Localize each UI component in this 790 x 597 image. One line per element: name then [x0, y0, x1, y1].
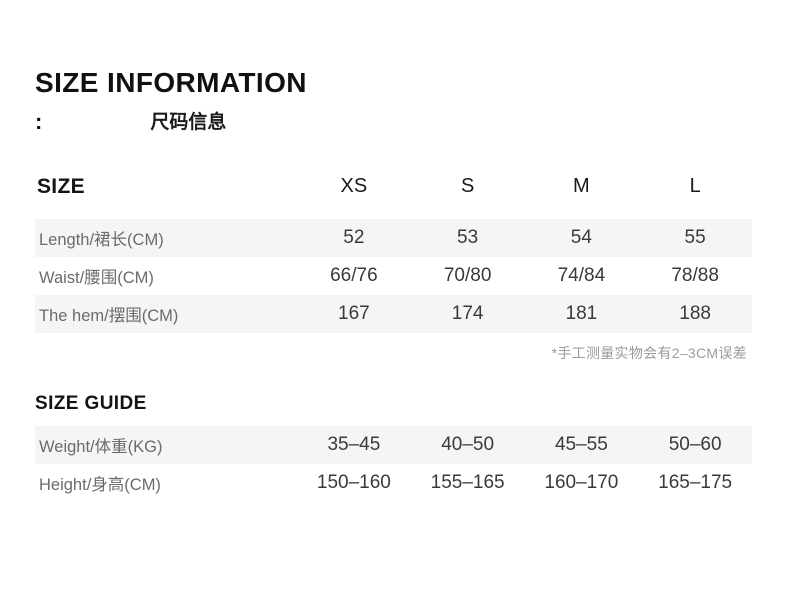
cell-value: 188 [679, 302, 711, 324]
row-label: Length/裙长(CM) [39, 230, 164, 249]
subtitle-colon: : [35, 108, 43, 134]
cell-value: 167 [338, 302, 370, 324]
table-row-waist: Waist/腰围(CM) 66/76 70/80 74/84 78/88 [35, 256, 752, 295]
subtitle-chinese: 尺码信息 [150, 111, 227, 133]
size-table: SIZE XS S M L Length/裙长(CM) 52 53 54 55 … [35, 164, 752, 333]
cell-value: 70/80 [443, 264, 492, 286]
cell-value: 53 [457, 226, 479, 248]
cell-value: 66/76 [330, 264, 378, 286]
cell-value: 52 [343, 226, 365, 248]
row-label: Waist/腰围(CM) [39, 268, 154, 287]
subtitle-row: : 尺码信息 [35, 108, 752, 137]
size-table-header-row: SIZE XS S M L [35, 164, 752, 209]
content-area: SIZE INFORMATION : 尺码信息 SIZE XS S M L Le… [0, 67, 790, 502]
cell-value: 155–165 [430, 471, 505, 493]
header-m: M [573, 175, 590, 198]
cell-value: 78/88 [671, 264, 719, 286]
table-row-height: Height/身高(CM) 150–160 155–165 160–170 16… [35, 463, 752, 502]
size-guide-table: Weight/体重(KG) 35–45 40–50 45–55 50–60 He… [35, 425, 752, 502]
cell-value: 174 [451, 302, 484, 324]
cell-value: 50–60 [668, 433, 722, 455]
cell-value: 40–50 [441, 433, 495, 455]
table-row-weight: Weight/体重(KG) 35–45 40–50 45–55 50–60 [35, 425, 752, 464]
header-l: L [689, 175, 701, 198]
page-title: SIZE INFORMATION [35, 67, 307, 98]
table-row-hem: The hem/摆围(CM) 167 174 181 188 [35, 294, 752, 333]
size-table-body: Length/裙长(CM) 52 53 54 55 Waist/腰围(CM) 6… [35, 218, 752, 333]
cell-value: 35–45 [327, 433, 381, 455]
row-label: Weight/体重(KG) [39, 437, 163, 456]
header-s: S [460, 175, 475, 198]
measurement-tolerance-note: *手工测量实物会有2–3CM误差 [551, 344, 747, 361]
size-information-page: SIZE INFORMATION : 尺码信息 SIZE XS S M L Le… [0, 67, 790, 597]
row-label: Height/身高(CM) [39, 475, 161, 494]
cell-value: 160–170 [544, 471, 619, 493]
cell-value: 165–175 [658, 471, 733, 493]
cell-value: 74/84 [557, 264, 606, 286]
row-label: The hem/摆围(CM) [39, 306, 179, 325]
cell-value: 150–160 [316, 471, 391, 493]
header-xs: XS [340, 175, 368, 198]
size-guide-title: SIZE GUIDE [35, 392, 147, 414]
cell-value: 54 [570, 226, 592, 248]
cell-value: 45–55 [554, 433, 608, 455]
cell-value: 181 [565, 302, 598, 324]
cell-value: 55 [684, 226, 706, 248]
table-row-length: Length/裙长(CM) 52 53 54 55 [35, 218, 752, 257]
header-size: SIZE [37, 174, 85, 198]
